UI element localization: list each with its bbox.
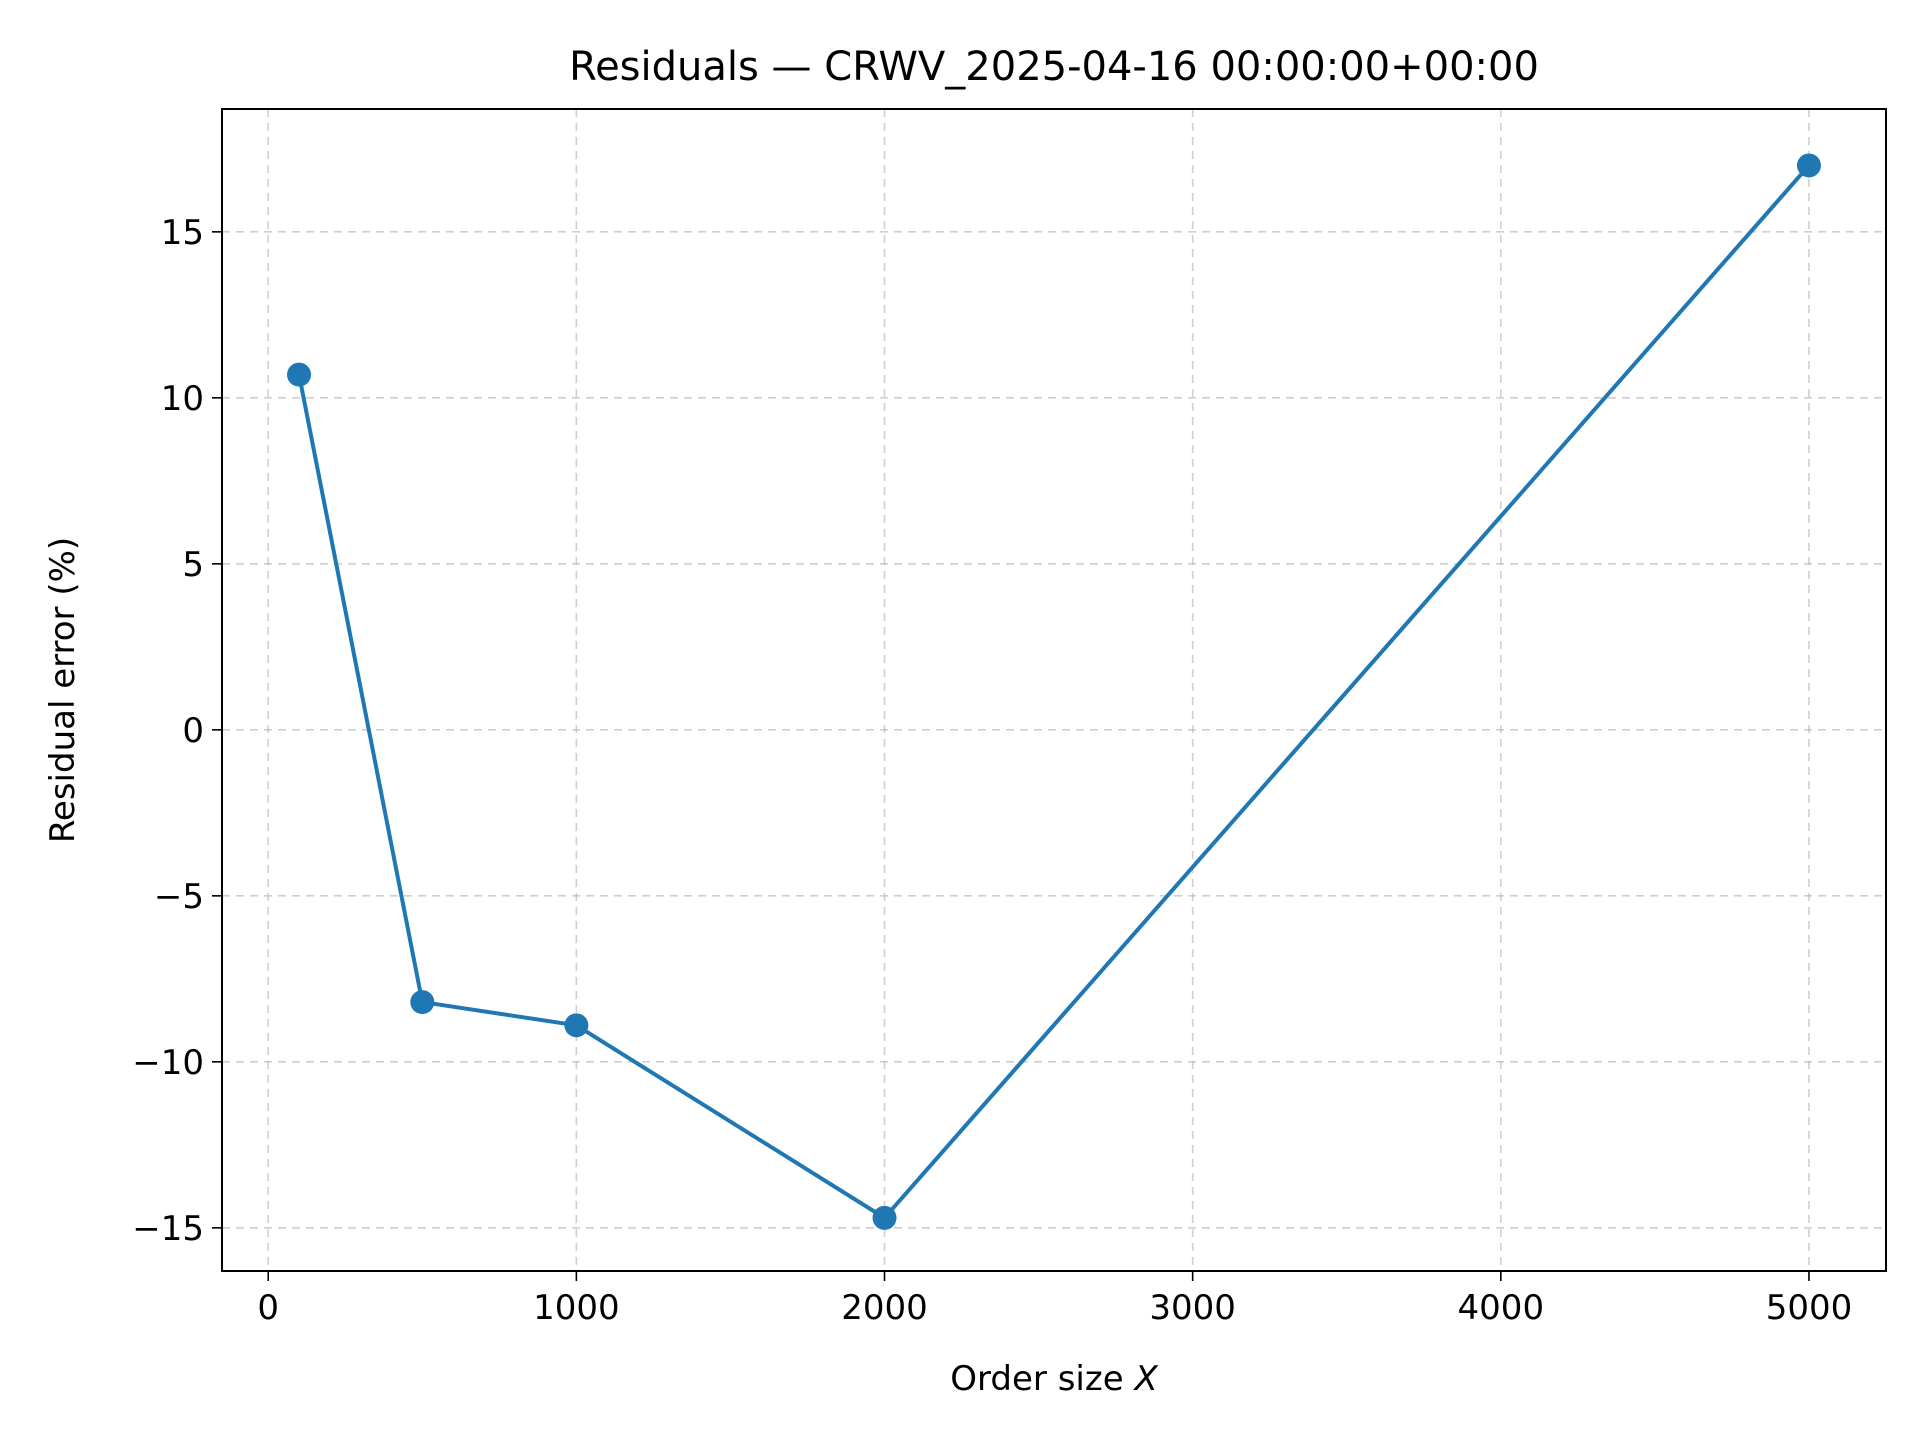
data-point [872,1205,897,1230]
x-axis-label: Order size X [950,1359,1158,1399]
y-tick-label: 10 [161,379,204,419]
x-tick-label: 4000 [1458,1288,1545,1328]
x-tick-label: 1000 [533,1288,620,1328]
x-axis-label-text: Order size [950,1359,1134,1399]
data-point [1796,153,1821,178]
series-layer [287,153,1821,1230]
y-axis-ticks: −15 −10 −5 0 5 10 15 [132,213,222,1249]
x-axis-label-variable: X [1132,1359,1158,1399]
y-tick-label: 0 [182,711,204,751]
x-axis-ticks: 0 1000 2000 3000 4000 5000 [257,1271,1852,1328]
y-axis-label: Residual error (%) [43,537,83,843]
x-tick-label: 5000 [1766,1288,1853,1328]
series-line [297,164,1811,1220]
y-tick-label: −5 [154,877,204,917]
x-tick-label: 0 [257,1288,279,1328]
chart-title: Residuals — CRWV_2025-04-16 00:00:00+00:… [569,44,1539,90]
x-tick-label: 2000 [841,1288,928,1328]
y-tick-label: −15 [132,1209,204,1249]
grid [222,109,1886,1271]
data-point [287,362,312,387]
plot-frame [221,108,1887,1272]
data-point [564,1013,589,1038]
y-tick-label: 15 [161,213,204,253]
data-point [410,990,435,1015]
x-tick-label: 3000 [1149,1288,1236,1328]
y-tick-label: −10 [132,1043,204,1083]
y-tick-label: 5 [182,545,204,585]
